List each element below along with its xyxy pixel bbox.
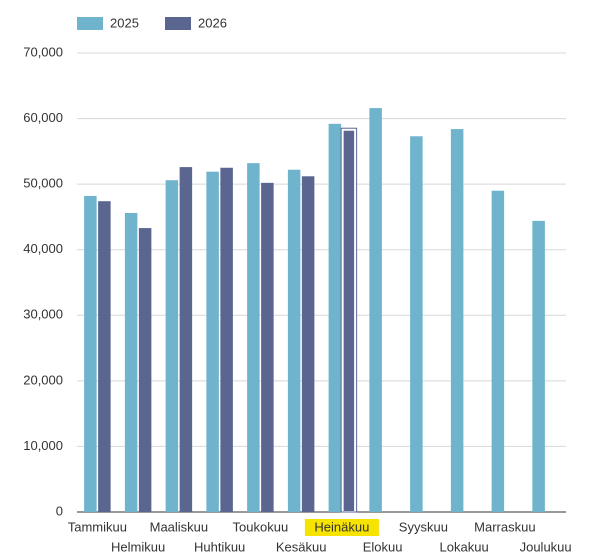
bar[interactable]: [84, 195, 97, 512]
x-tick-label[interactable]: Toukokuu: [233, 519, 289, 534]
y-tick-label: 30,000: [23, 307, 63, 322]
legend-swatch[interactable]: [77, 17, 103, 30]
y-tick-label: 0: [56, 503, 63, 518]
x-tick-label[interactable]: Kesäkuu: [276, 539, 327, 554]
bar[interactable]: [341, 128, 357, 513]
bar-selection: [340, 127, 358, 513]
x-tick-label[interactable]: Joulukuu: [520, 539, 572, 554]
bar[interactable]: [287, 169, 301, 512]
bar[interactable]: [410, 136, 423, 513]
y-tick-label: 50,000: [23, 176, 63, 191]
legend-label[interactable]: 2026: [198, 15, 227, 30]
y-tick-label: 40,000: [23, 241, 63, 256]
x-tick-label[interactable]: Helmikuu: [111, 539, 165, 554]
bar[interactable]: [220, 167, 233, 512]
y-tick-label: 70,000: [23, 44, 63, 59]
x-tick-label[interactable]: Lokakuu: [440, 539, 489, 554]
bar[interactable]: [206, 171, 219, 513]
bar[interactable]: [138, 228, 152, 512]
bar[interactable]: [450, 129, 464, 512]
bar[interactable]: [491, 190, 505, 512]
bar[interactable]: [124, 212, 138, 512]
bar[interactable]: [301, 176, 315, 512]
x-tick-label[interactable]: Syyskuu: [399, 519, 448, 534]
bar[interactable]: [328, 123, 342, 513]
category-highlight: [304, 519, 379, 536]
bar[interactable]: [165, 180, 179, 513]
x-tick-label[interactable]: Maaliskuu: [150, 519, 209, 534]
bar[interactable]: [98, 201, 111, 513]
legend-swatch[interactable]: [165, 17, 191, 30]
y-tick-label: 10,000: [23, 438, 63, 453]
bar[interactable]: [369, 108, 382, 512]
x-tick-label[interactable]: Tammikuu: [68, 519, 127, 534]
y-tick-label: 60,000: [23, 110, 63, 125]
x-tick-label[interactable]: Marraskuu: [474, 519, 535, 534]
bar[interactable]: [261, 182, 274, 512]
legend-label[interactable]: 2025: [110, 15, 139, 30]
y-tick-label: 20,000: [23, 372, 63, 387]
bar[interactable]: [179, 167, 193, 512]
x-tick-label[interactable]: Elokuu: [363, 539, 403, 554]
bar[interactable]: [532, 220, 545, 512]
x-tick-label[interactable]: Heinäkuu: [314, 519, 369, 534]
bar[interactable]: [247, 163, 260, 512]
x-tick-label[interactable]: Huhtikuu: [194, 539, 245, 554]
